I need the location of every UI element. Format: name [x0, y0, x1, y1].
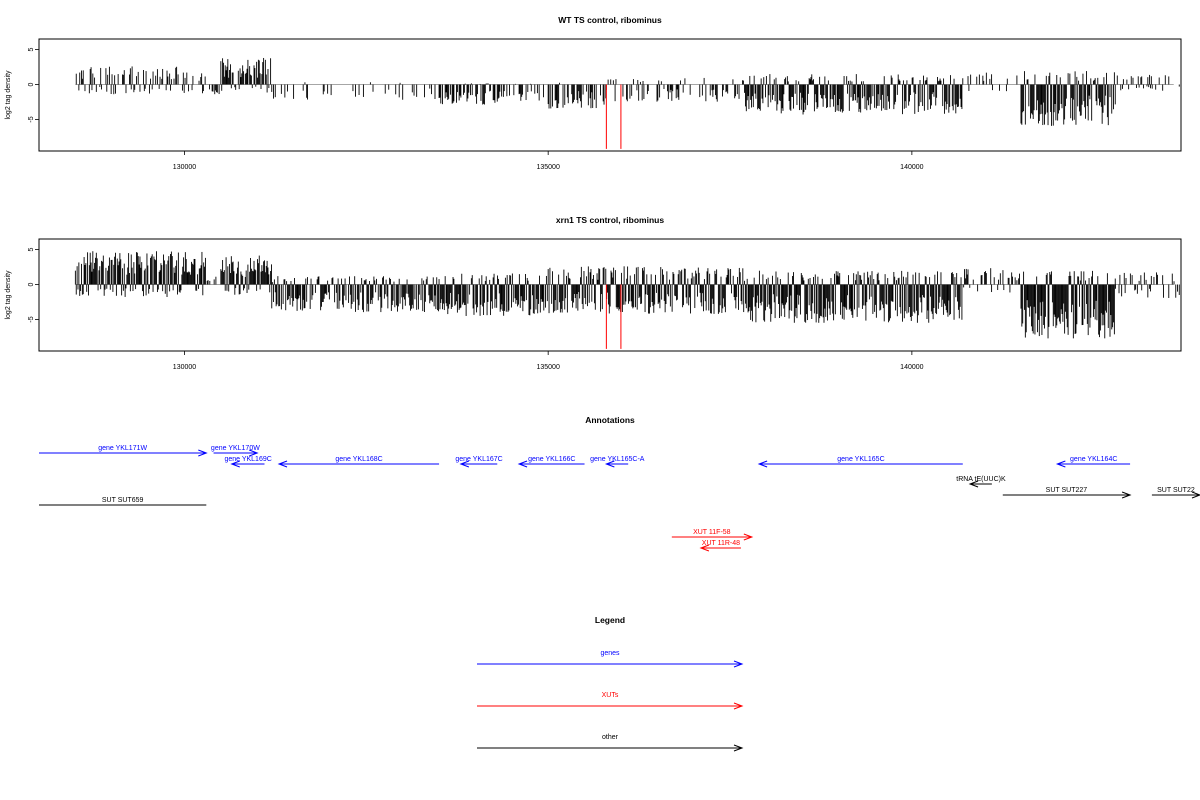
- arrow-head-icon: [733, 660, 744, 668]
- arrow-head-icon: [459, 460, 470, 468]
- legend-items: genes XUTs other: [477, 650, 744, 752]
- annotations-title: Annotations: [585, 415, 635, 425]
- feature-label: XUT 11R-48: [702, 540, 740, 547]
- arrow-head-icon: [968, 480, 979, 488]
- arrow-head-icon: [743, 533, 754, 541]
- arrow-head-icon: [517, 460, 528, 468]
- y-tick-label: 5: [28, 247, 35, 251]
- y-tick-label: 0: [28, 282, 35, 286]
- feature-label: tRNA tE(UUC)K: [956, 476, 1006, 483]
- annotation-features: gene YKL171W gene YKL170W gene YKL169C gene…: [39, 445, 1200, 552]
- legend-item: XUTs: [477, 692, 744, 710]
- wt-bars: [75, 57, 1180, 149]
- feature-label: gene YKL167C: [455, 456, 502, 463]
- arrow-head-icon: [604, 460, 615, 468]
- feature-label: gene YKL169C: [224, 456, 271, 463]
- annotation-feature: gene YKL169C: [224, 456, 272, 468]
- arrow-head-icon: [1121, 491, 1132, 499]
- feature-label: gene YKL171W: [98, 445, 147, 452]
- feature-label: SUT SUT22: [1157, 487, 1195, 494]
- legend-label: genes: [600, 650, 620, 657]
- x-tick-label: 130000: [173, 364, 196, 371]
- wt-density-panel: WT TS control, ribominus log2 tag densit…: [5, 15, 1182, 171]
- xrn1-bars: [74, 251, 1180, 349]
- annotation-feature: gene YKL164C: [1055, 456, 1131, 468]
- feature-label: gene YKL168C: [335, 456, 382, 463]
- feature-label: gene YKL165C-A: [590, 456, 645, 463]
- xrn1-density-panel: xrn1 TS control, ribominus log2 tag dens…: [5, 215, 1182, 371]
- legend-label: XUTs: [602, 692, 619, 699]
- x-tick-label: 140000: [900, 164, 923, 171]
- arrow-head-icon: [230, 460, 240, 468]
- annotation-feature: gene YKL167C: [455, 456, 503, 468]
- x-tick-label: 135000: [536, 164, 559, 171]
- feature-label: SUT SUT227: [1046, 487, 1088, 494]
- annotation-feature: gene YKL166C: [517, 456, 585, 468]
- annotation-feature: XUT 11R-48: [699, 540, 741, 552]
- xrn1-panel-title: xrn1 TS control, ribominus: [556, 215, 664, 225]
- arrow-head-icon: [733, 702, 744, 710]
- xrn1-axes: 5 0 -5 130000 135000 140000: [28, 247, 924, 371]
- x-tick-label: 135000: [536, 364, 559, 371]
- feature-label: gene YKL165C: [837, 456, 884, 463]
- annotation-feature: SUT SUT227: [1002, 487, 1132, 499]
- arrow-head-icon: [699, 544, 710, 552]
- arrow-head-icon: [249, 449, 259, 457]
- annotation-feature: gene YKL170W: [211, 445, 260, 457]
- annotation-feature: SUT SUT659: [39, 497, 207, 506]
- arrow-head-icon: [198, 449, 208, 457]
- feature-label: SUT SUT659: [102, 497, 144, 504]
- arrow-head-icon: [1191, 491, 1200, 499]
- arrow-head-icon: [757, 460, 768, 468]
- feature-label: gene YKL164C: [1070, 456, 1117, 463]
- annotation-feature: gene YKL165C: [757, 456, 963, 468]
- wt-panel-title: WT TS control, ribominus: [558, 15, 662, 25]
- legend-label: other: [602, 734, 619, 741]
- wt-y-axis-label: log2 tag density: [5, 70, 12, 120]
- feature-label: gene YKL170W: [211, 445, 260, 452]
- annotation-feature: gene YKL171W: [39, 445, 208, 457]
- x-tick-label: 130000: [173, 164, 196, 171]
- wt-plot-frame: [38, 38, 1182, 152]
- arrow-head-icon: [1055, 460, 1066, 468]
- wt-axes: 5 0 -5 130000 135000 140000: [28, 47, 924, 171]
- feature-label: XUT 11F-58: [693, 529, 731, 536]
- xrn1-y-axis-label: log2 tag density: [5, 270, 12, 320]
- annotation-feature: gene YKL165C-A: [590, 456, 645, 468]
- annotation-feature: SUT SUT22: [1151, 487, 1200, 499]
- xrn1-plot-frame: [38, 238, 1182, 352]
- annotation-feature: XUT 11F-58: [671, 529, 754, 541]
- legend-item: genes: [477, 650, 744, 668]
- y-tick-label: -5: [28, 116, 35, 122]
- annotation-track: Annotations gene YKL171W gene YKL170Wgene…: [39, 415, 1200, 552]
- arrow-head-icon: [277, 460, 288, 468]
- annotation-feature: tRNA tE(UUC)K: [956, 476, 1006, 488]
- x-tick-label: 140000: [900, 364, 923, 371]
- annotation-feature: gene YKL168C: [277, 456, 440, 468]
- y-tick-label: 0: [28, 82, 35, 86]
- legend-title: Legend: [595, 615, 625, 625]
- arrow-head-icon: [733, 744, 744, 752]
- y-tick-label: -5: [28, 316, 35, 322]
- legend-item: other: [477, 734, 744, 752]
- y-tick-label: 5: [28, 47, 35, 51]
- feature-label: gene YKL166C: [528, 456, 575, 463]
- legend: Legend genes XUTs other: [477, 615, 744, 752]
